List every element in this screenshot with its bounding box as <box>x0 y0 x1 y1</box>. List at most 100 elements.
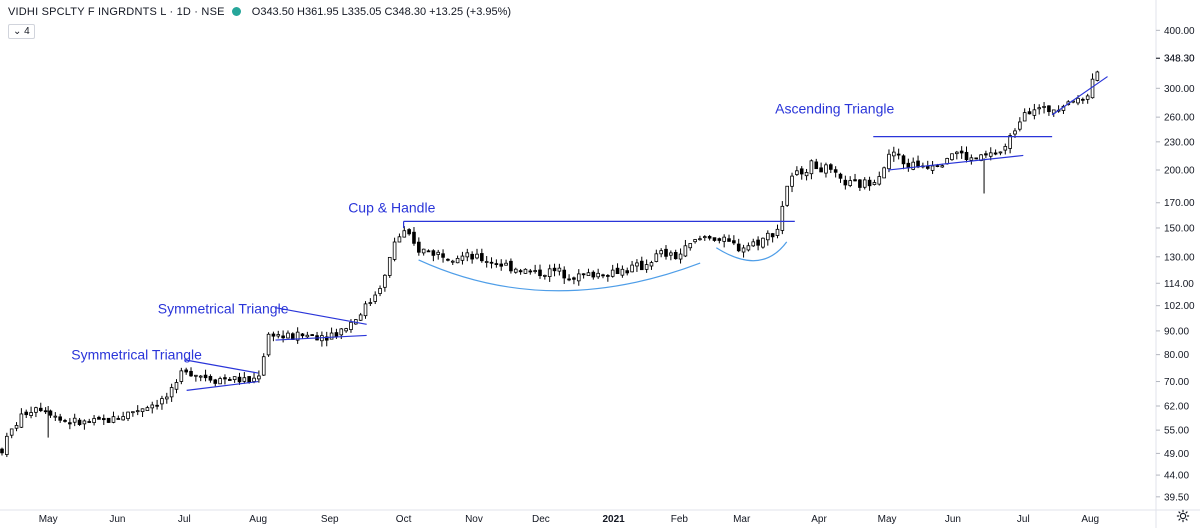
candle-body <box>378 288 382 294</box>
candle-body <box>615 267 620 275</box>
candle-body <box>407 229 411 235</box>
candle-body <box>92 418 96 423</box>
indicator-toggle-button[interactable]: ⌄ 4 <box>8 24 35 39</box>
candle-body <box>14 425 19 429</box>
price-tick-label: 300.00 <box>1164 84 1195 95</box>
price-tick-label: 114.00 <box>1164 279 1194 290</box>
candle-body <box>877 176 882 185</box>
candle-body <box>135 410 140 413</box>
candle-body <box>402 230 407 238</box>
time-tick-label: Nov <box>465 514 483 525</box>
chevron-down-icon: ⌄ <box>13 26 25 37</box>
candle-body <box>286 332 290 339</box>
candle-body <box>465 252 470 258</box>
candle-body <box>581 273 586 276</box>
symbol-title[interactable]: VIDHI SPCLTY F INGRDNTS L · 1D · NSE <box>8 6 225 18</box>
candle-body <box>106 417 111 423</box>
candle-body <box>829 164 833 170</box>
time-tick-label: Jun <box>109 514 125 525</box>
candle-body <box>368 302 373 304</box>
candle-body <box>993 152 998 155</box>
candle-body <box>562 269 567 279</box>
candle-body <box>252 377 256 382</box>
candle-body <box>334 332 339 338</box>
candle-body <box>300 333 305 337</box>
time-tick-label: Oct <box>396 514 412 525</box>
candle-body <box>29 412 33 416</box>
price-tick-label: 62.00 <box>1164 401 1189 412</box>
price-tick-label: 90.00 <box>1164 326 1189 337</box>
candle-body <box>0 448 4 454</box>
candle-body <box>848 180 852 186</box>
time-tick-label: 2021 <box>602 514 625 525</box>
candle-body <box>567 278 571 281</box>
candle-body <box>436 251 441 255</box>
candle-body <box>1042 106 1046 108</box>
price-tick-label: 70.00 <box>1164 377 1189 388</box>
candle-body <box>664 248 668 257</box>
candle-body <box>644 264 649 270</box>
candle-body <box>950 153 954 161</box>
candle-body <box>935 165 940 167</box>
candle-body <box>799 168 804 175</box>
candle-body <box>484 261 489 263</box>
candle-body <box>911 161 915 170</box>
candle-body <box>450 260 455 263</box>
gear-icon[interactable] <box>1176 509 1190 523</box>
candle-body <box>955 151 959 155</box>
candle-body <box>218 378 222 385</box>
candle-body <box>1032 109 1037 116</box>
candle-body <box>121 416 125 421</box>
candle-body <box>906 162 911 169</box>
candle-body <box>1085 95 1090 100</box>
price-tick-label: 348.30 <box>1164 54 1195 65</box>
candle-body <box>984 153 988 156</box>
pattern-line <box>275 307 367 325</box>
candle-body <box>804 172 809 177</box>
candle-body <box>1008 135 1012 149</box>
candle-body <box>1081 98 1085 101</box>
candle-body <box>72 417 77 423</box>
candle-body <box>528 270 533 273</box>
candle-body <box>1076 97 1080 104</box>
candle-body <box>97 416 101 420</box>
candle-body <box>736 243 741 252</box>
candle-body <box>310 334 314 337</box>
candle-body <box>179 370 184 382</box>
candle-body <box>814 161 819 170</box>
candle-body <box>547 268 552 277</box>
pattern-line <box>184 359 259 374</box>
candle-body <box>678 253 683 260</box>
time-tick-label: Aug <box>1081 514 1099 525</box>
candle-body <box>126 411 130 419</box>
price-tick-label: 200.00 <box>1164 166 1195 177</box>
candle-body <box>659 250 663 255</box>
candle-body <box>887 153 891 170</box>
pattern-label: Ascending Triangle <box>775 100 894 116</box>
candle-body <box>698 238 702 241</box>
candle-body <box>198 375 203 378</box>
price-tick-label: 39.50 <box>1164 492 1189 503</box>
candle-body <box>630 264 634 273</box>
candle-body <box>751 241 756 247</box>
candle-body <box>494 263 499 265</box>
candle-body <box>431 250 436 256</box>
candle-body <box>426 250 431 253</box>
candle-body <box>925 165 930 169</box>
candle-body <box>194 374 198 377</box>
candle-body <box>509 260 513 272</box>
pattern-line <box>275 334 367 341</box>
candle-body <box>169 387 174 398</box>
candle-body <box>1018 121 1022 130</box>
candle-body <box>227 378 232 381</box>
candle-body <box>223 377 227 380</box>
candle-body <box>150 404 155 409</box>
candle-body <box>111 416 116 423</box>
candle-body <box>329 332 334 340</box>
candle-body <box>795 170 799 175</box>
candle-body <box>1013 130 1017 135</box>
candle-body <box>746 245 751 251</box>
candle-body <box>19 413 24 428</box>
